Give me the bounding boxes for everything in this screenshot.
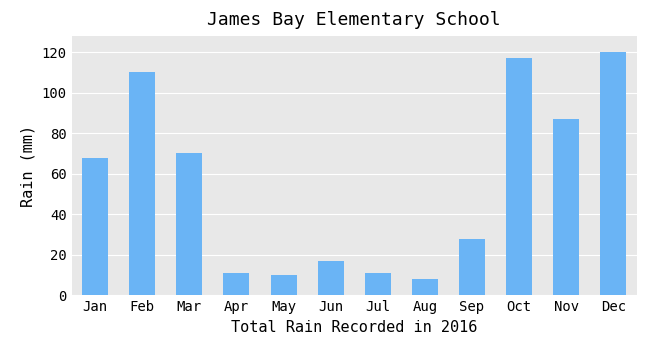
Y-axis label: Rain (mm): Rain (mm): [21, 125, 36, 207]
Bar: [459, 238, 485, 295]
Bar: [270, 275, 296, 295]
Bar: [412, 279, 438, 295]
Bar: [224, 273, 250, 295]
X-axis label: Total Rain Recorded in 2016: Total Rain Recorded in 2016: [231, 320, 478, 334]
Bar: [318, 261, 344, 295]
Bar: [129, 72, 155, 295]
Bar: [176, 153, 202, 295]
Bar: [601, 52, 627, 295]
Bar: [553, 119, 579, 295]
Title: James Bay Elementary School: James Bay Elementary School: [207, 11, 501, 29]
Bar: [506, 58, 532, 295]
Bar: [82, 158, 108, 295]
Bar: [365, 273, 391, 295]
